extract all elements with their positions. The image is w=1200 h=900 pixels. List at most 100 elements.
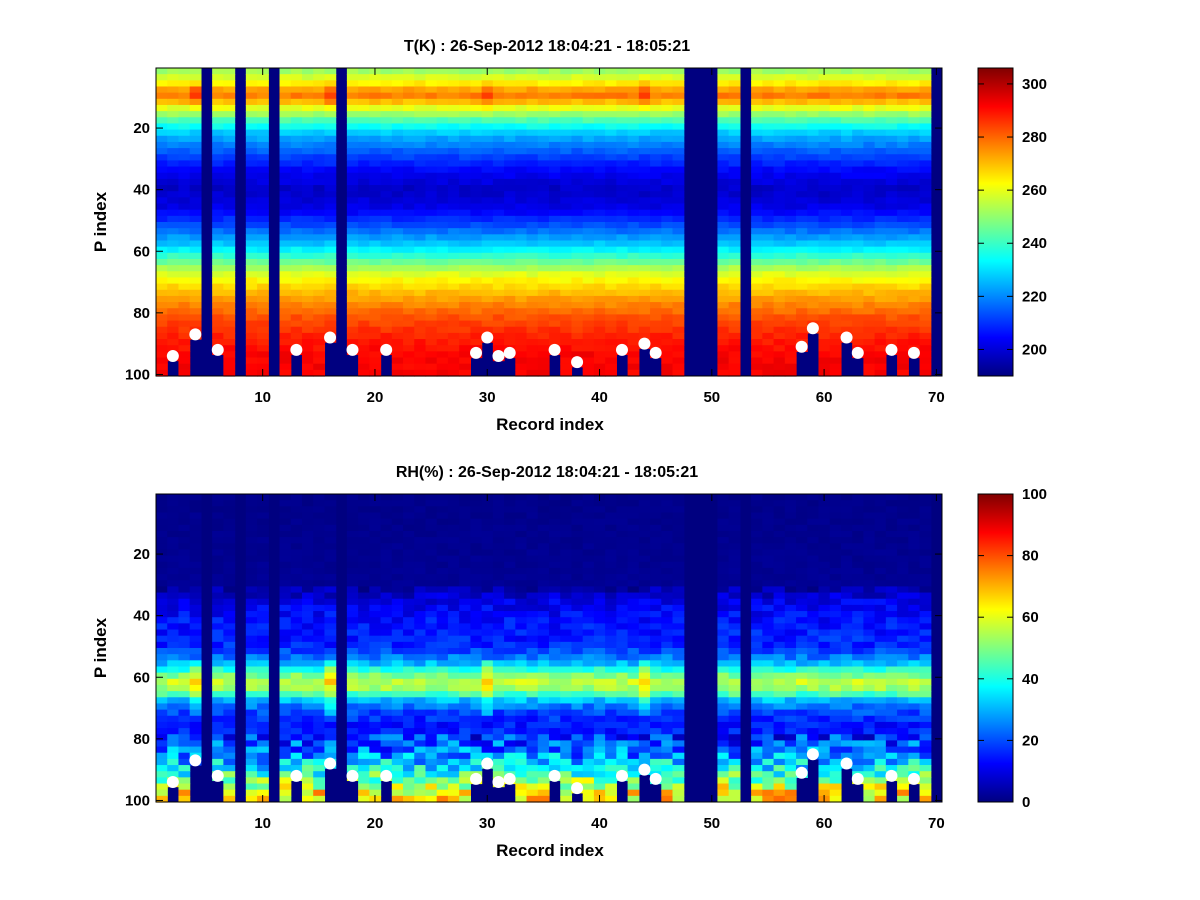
temperature-heatmap-cell xyxy=(481,295,494,303)
temperature-heatmap-cell xyxy=(301,98,314,106)
temperature-heatmap-cell xyxy=(897,148,909,155)
humidity-heatmap-cell xyxy=(459,611,471,618)
humidity-heatmap-cell xyxy=(605,678,617,686)
humidity-heatmap-cell xyxy=(582,795,595,803)
humidity-heatmap-cell xyxy=(571,623,584,631)
temperature-heatmap-cell xyxy=(863,215,876,223)
temperature-heatmap-cell xyxy=(717,98,730,106)
temperature-heatmap-cell xyxy=(301,160,314,168)
temperature-heatmap-cell xyxy=(549,86,561,94)
temperature-heatmap-cell xyxy=(661,258,674,266)
temperature-heatmap-cell xyxy=(829,339,842,346)
temperature-heatmap-cell xyxy=(885,308,898,315)
temperature-heatmap-cell xyxy=(324,98,337,106)
temperature-heatmap-cell xyxy=(852,265,864,272)
temperature-heatmap-cell xyxy=(403,302,415,309)
humidity-heatmap-cell xyxy=(459,561,471,569)
humidity-heatmap-cell xyxy=(313,555,326,563)
temperature-heatmap-cell xyxy=(403,86,415,94)
temperature-heatmap-cell xyxy=(257,326,269,334)
temperature-heatmap-cell xyxy=(156,295,168,303)
humidity-xlabel: Record index xyxy=(496,841,604,860)
temperature-heatmap-cell xyxy=(257,215,269,223)
temperature-heatmap-cell xyxy=(301,332,314,340)
temperature-heatmap-cell xyxy=(874,141,887,149)
humidity-heatmap-cell xyxy=(560,604,573,612)
humidity-heatmap-cell xyxy=(470,746,483,754)
temperature-heatmap-cell xyxy=(358,295,370,303)
humidity-heatmap-cell xyxy=(605,623,617,631)
temperature-heatmap-cell xyxy=(616,215,629,223)
humidity-heatmap-cell xyxy=(156,777,168,785)
humidity-heatmap-cell xyxy=(358,777,370,785)
temperature-heatmap-cell xyxy=(638,203,651,211)
temperature-heatmap-cell xyxy=(762,154,775,161)
temperature-heatmap-cell xyxy=(156,308,168,315)
temperature-heatmap-cell xyxy=(447,240,460,248)
temperature-heatmap-cell xyxy=(403,68,415,75)
temperature-heatmap-cell xyxy=(245,160,258,168)
humidity-heatmap-cell xyxy=(526,709,539,717)
temperature-heatmap-cell xyxy=(796,104,808,112)
temperature-heatmap-cell xyxy=(616,271,629,279)
temperature-heatmap-cell xyxy=(403,369,415,377)
humidity-heatmap-cell xyxy=(358,641,370,649)
temperature-heatmap-cell xyxy=(571,191,584,198)
humidity-heatmap-cell xyxy=(167,746,180,754)
humidity-heatmap-cell xyxy=(257,734,269,741)
humidity-heatmap-cell xyxy=(380,728,393,735)
temperature-heatmap-cell xyxy=(391,172,404,180)
temperature-heatmap-cell xyxy=(156,240,168,248)
temperature-heatmap-cell xyxy=(593,80,606,88)
humidity-heatmap-cell xyxy=(279,561,292,569)
humidity-heatmap-cell xyxy=(358,586,370,594)
temperature-heatmap-cell xyxy=(257,129,269,137)
temperature-heatmap-cell xyxy=(549,197,561,205)
temperature-heatmap-cell xyxy=(582,289,595,297)
temperature-heatmap-cell xyxy=(301,191,314,198)
temperature-heatmap-cell xyxy=(638,265,651,272)
humidity-heatmap-cell xyxy=(582,580,595,587)
humidity-heatmap-cell xyxy=(358,684,370,692)
temperature-heatmap-cell xyxy=(717,191,730,198)
temperature-heatmap-cell xyxy=(324,283,337,291)
temperature-heatmap-cell xyxy=(818,123,831,131)
temperature-heatmap-cell xyxy=(358,240,370,248)
humidity-heatmap-cell xyxy=(324,740,337,748)
humidity-heatmap-column xyxy=(436,494,449,803)
temperature-heatmap-cell xyxy=(773,117,786,125)
temperature-heatmap-cell xyxy=(717,265,730,272)
temperature-heatmap-cell xyxy=(829,117,842,125)
humidity-heatmap-cell xyxy=(582,740,595,748)
temperature-heatmap-cell xyxy=(728,332,741,340)
humidity-heatmap-cell xyxy=(358,783,370,791)
humidity-heatmap-cell xyxy=(504,715,516,723)
temperature-heatmap-cell xyxy=(582,191,595,198)
humidity-heatmap-cell xyxy=(481,691,494,698)
temperature-heatmap-cell xyxy=(167,277,180,285)
humidity-heatmap-cell xyxy=(504,549,516,557)
temperature-heatmap-cell xyxy=(885,86,898,94)
temperature-heatmap-cell xyxy=(616,308,629,315)
humidity-heatmap-cell xyxy=(346,543,359,551)
humidity-heatmap-cell xyxy=(571,672,584,680)
temperature-heatmap-cell xyxy=(358,104,370,112)
humidity-heatmap-cell xyxy=(616,530,629,538)
temperature-heatmap-cell xyxy=(414,141,427,149)
humidity-heatmap-cell xyxy=(189,641,202,649)
temperature-heatmap-cell xyxy=(504,197,516,205)
temperature-heatmap-cell xyxy=(447,86,460,94)
temperature-heatmap-cell xyxy=(358,345,370,352)
temperature-heatmap-cell xyxy=(908,111,921,118)
humidity-heatmap-cell xyxy=(414,703,427,711)
temperature-heatmap-cell xyxy=(784,209,797,217)
temperature-heatmap-cell xyxy=(784,68,797,75)
temperature-heatmap-cell xyxy=(582,129,595,137)
humidity-heatmap-cell xyxy=(178,635,191,643)
temperature-heatmap-cell xyxy=(459,178,471,186)
temperature-heatmap-cell xyxy=(593,314,606,322)
temperature-heatmap-cell xyxy=(582,277,595,285)
temperature-heatmap-cell xyxy=(863,135,876,143)
temperature-heatmap-cell xyxy=(492,191,505,198)
temperature-heatmap-cell xyxy=(627,104,640,112)
